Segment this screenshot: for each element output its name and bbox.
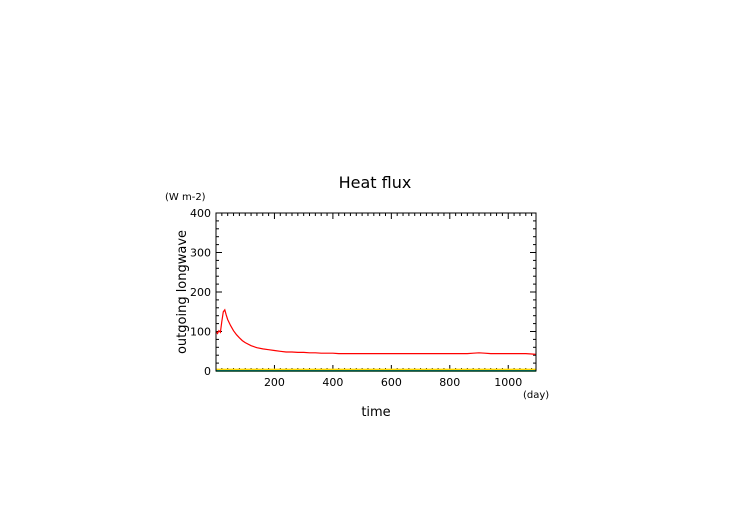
y-tick-label: 200 (190, 286, 211, 299)
x-tick-label: 200 (264, 376, 285, 389)
y-tick-label: 100 (190, 326, 211, 339)
plot-frame (215, 212, 537, 372)
y-tick-label: 400 (190, 207, 211, 220)
x-axis-label: time (361, 405, 390, 420)
y-axis-label: outgoing longwave (175, 230, 190, 354)
axis-ticks (216, 213, 536, 371)
x-tick-label: 800 (439, 376, 460, 389)
chart-title: Heat flux (339, 173, 412, 192)
y-unit-label: (W m-2) (165, 192, 206, 203)
x-tick-label: 600 (381, 376, 402, 389)
x-tick-label: 1000 (494, 376, 522, 389)
y-tick-label: 300 (190, 247, 211, 260)
y-tick-label: 0 (204, 365, 211, 378)
series-line-1 (215, 308, 537, 355)
series-group (215, 308, 537, 372)
x-tick-label: 400 (322, 376, 343, 389)
tick-labels: 200 400 600 800 1000 0 100 200 300 400 (190, 207, 522, 389)
x-unit-label: (day) (523, 390, 549, 401)
